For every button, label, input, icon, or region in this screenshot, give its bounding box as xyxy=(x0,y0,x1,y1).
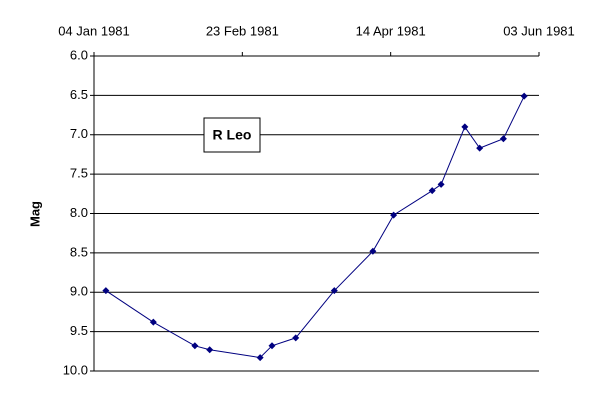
annotation-box xyxy=(203,117,261,153)
y-tick-label: 6.0 xyxy=(70,47,88,62)
y-tick-label: 8.0 xyxy=(70,205,88,220)
y-tick-label: 10.0 xyxy=(63,362,88,377)
y-tick-label: 6.5 xyxy=(70,87,88,102)
x-tick-label: 23 Feb 1981 xyxy=(206,23,279,38)
y-tick-label: 9.5 xyxy=(70,323,88,338)
y-tick-label: 9.0 xyxy=(70,284,88,299)
x-tick-label: 03 Jun 1981 xyxy=(503,23,575,38)
marker xyxy=(191,342,199,350)
y-tick-label: 8.5 xyxy=(70,244,88,259)
marker xyxy=(461,123,469,131)
marker xyxy=(476,144,484,152)
marker xyxy=(437,180,445,188)
marker xyxy=(268,342,276,350)
marker xyxy=(292,334,300,342)
annotation: R Leo xyxy=(213,127,252,143)
marker xyxy=(499,135,507,143)
marker xyxy=(520,92,528,100)
marker xyxy=(256,354,264,362)
y-axis-label: Mag xyxy=(27,201,42,227)
y-tick-label: 7.0 xyxy=(70,126,88,141)
marker xyxy=(428,187,436,195)
marker xyxy=(102,287,110,295)
x-tick-label: 04 Jan 1981 xyxy=(58,23,130,38)
x-tick-label: 14 Apr 1981 xyxy=(356,23,426,38)
marker xyxy=(206,346,214,354)
marker xyxy=(149,318,157,326)
marker xyxy=(330,287,338,295)
y-tick-label: 7.5 xyxy=(70,166,88,181)
series-line xyxy=(105,95,525,359)
marker xyxy=(369,247,377,255)
marker xyxy=(390,211,398,219)
